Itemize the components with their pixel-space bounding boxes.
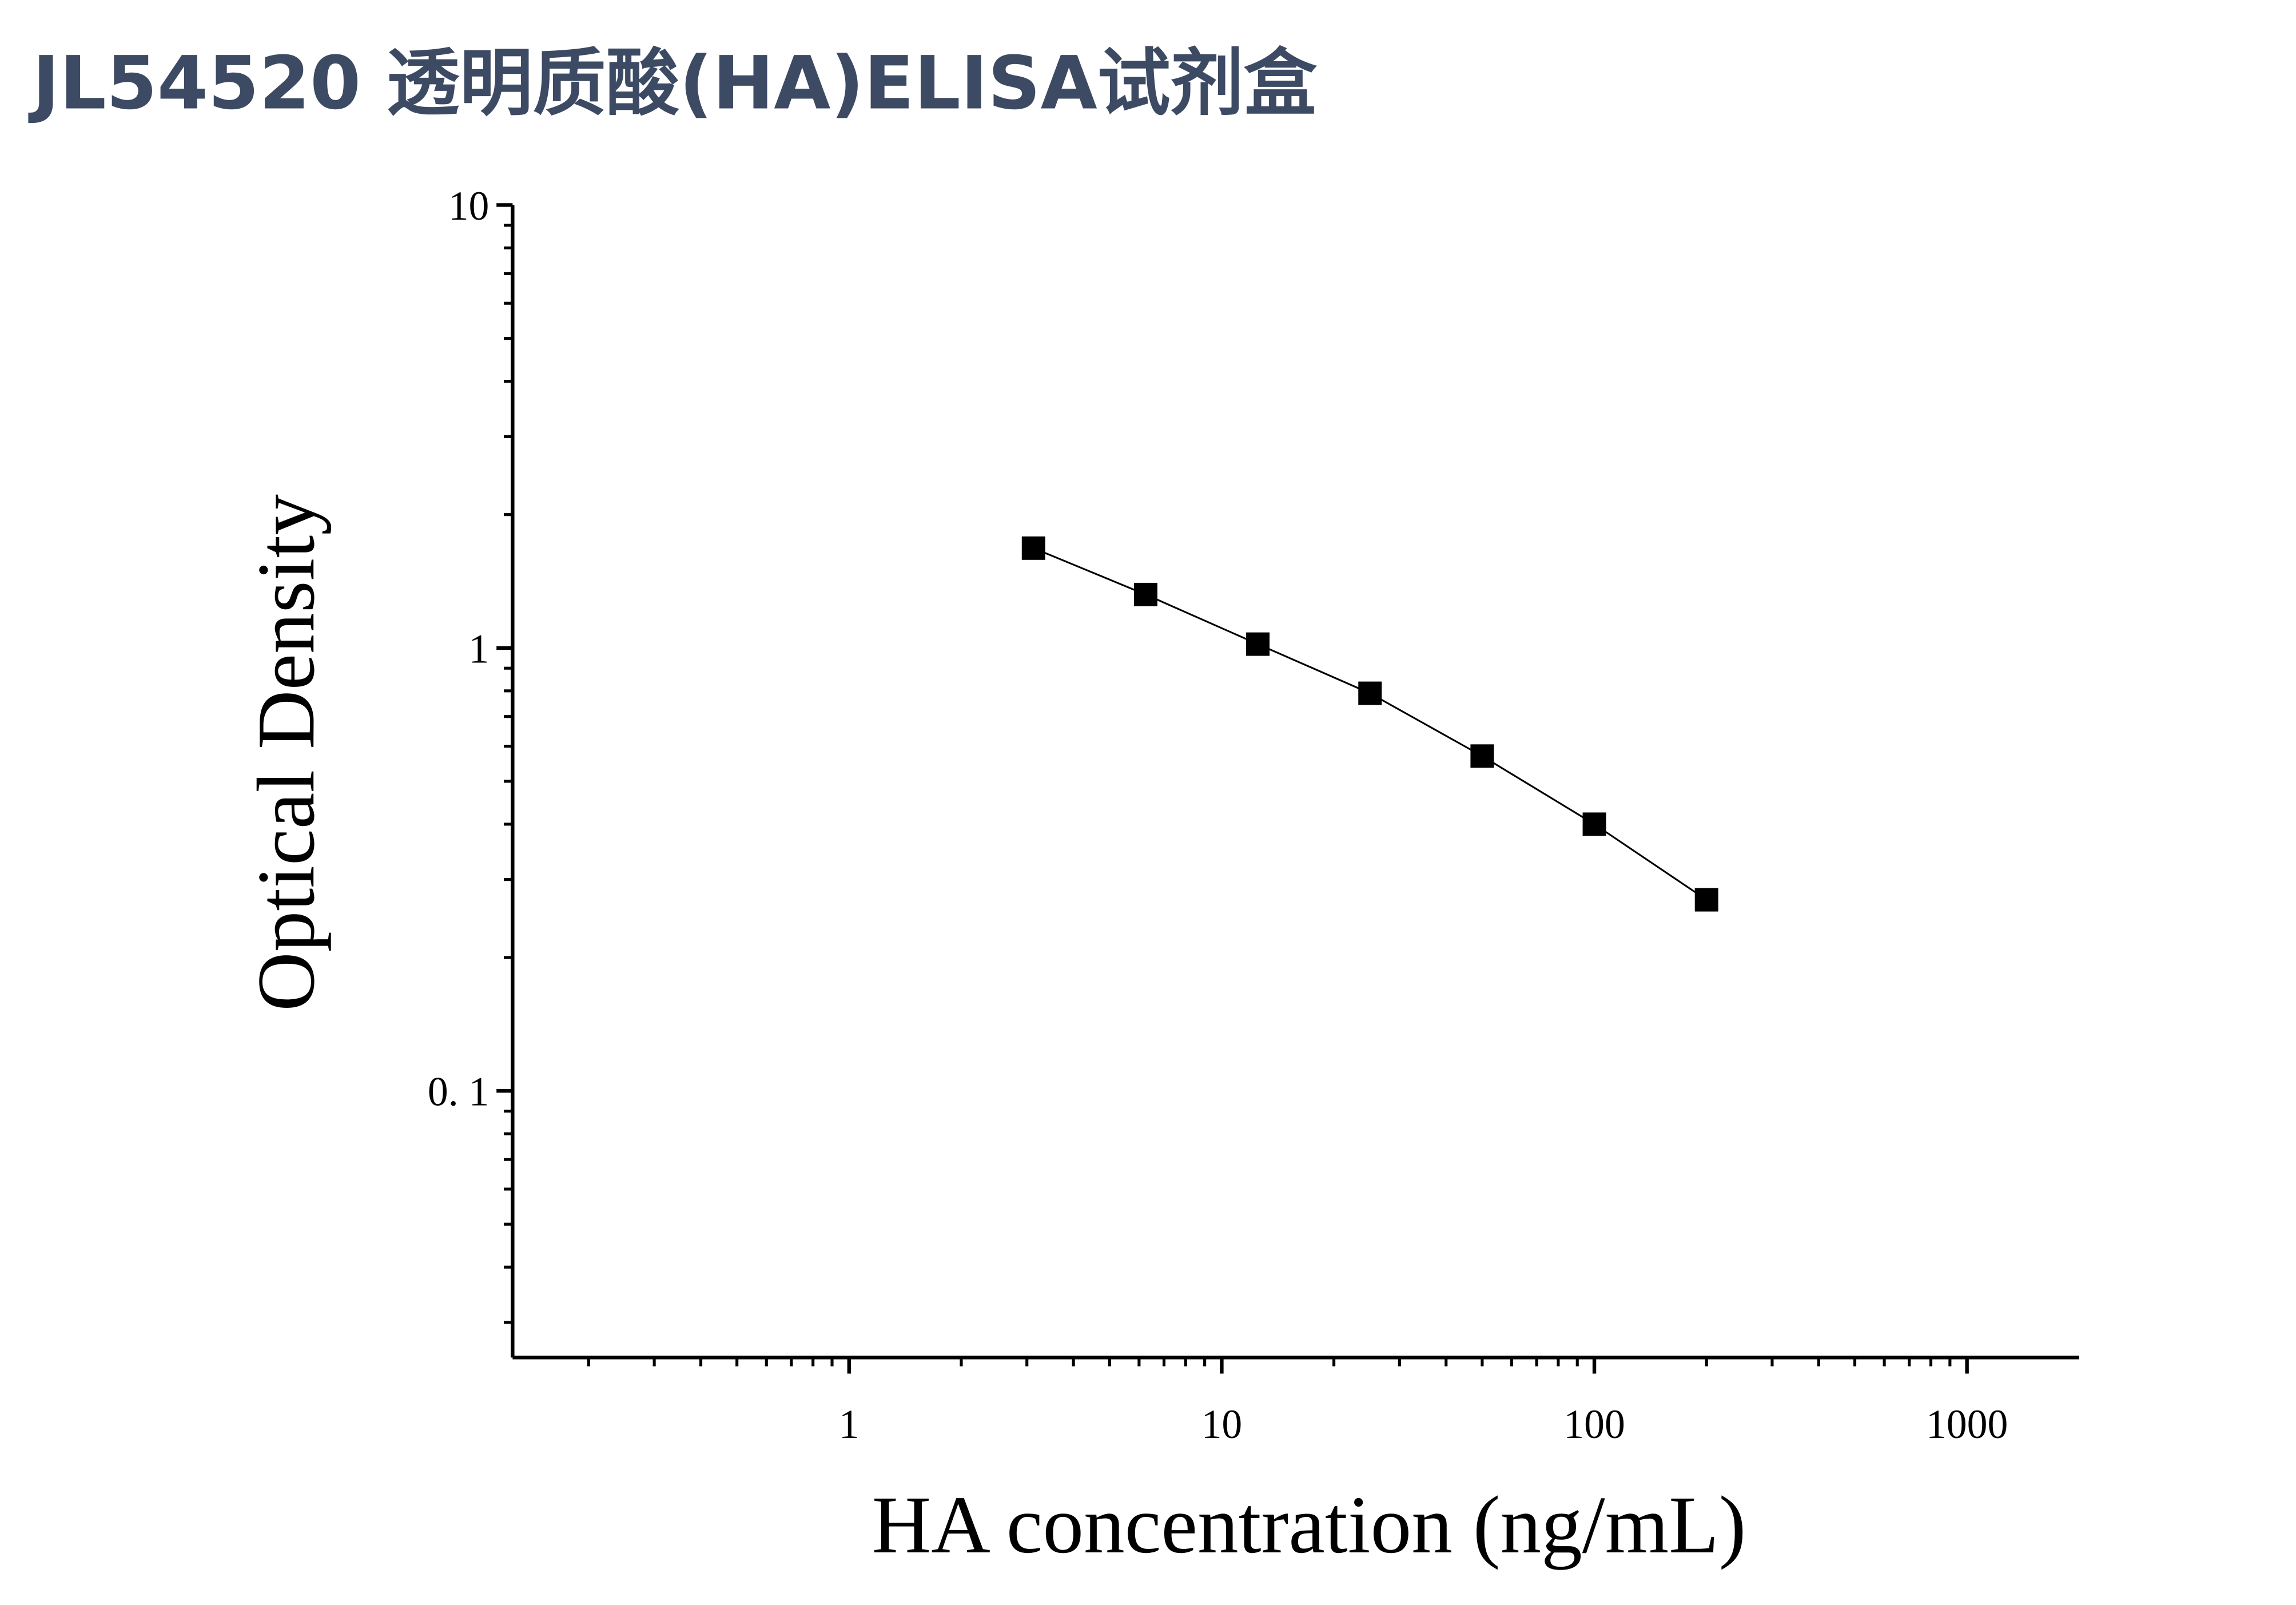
point bbox=[1133, 582, 1157, 606]
point bbox=[1246, 632, 1270, 656]
y-tick-label: 0. 1 bbox=[428, 1069, 490, 1115]
x-tick-label: 1 bbox=[839, 1401, 859, 1447]
x-axis-label: HA concentration (ng/mL) bbox=[872, 1480, 1746, 1571]
point bbox=[1470, 744, 1494, 768]
point bbox=[1021, 536, 1045, 560]
point bbox=[1582, 812, 1606, 836]
x-tick-label: 100 bbox=[1563, 1401, 1625, 1447]
chart-title: JL54520 透明质酸(HA)ELISA试剂盒 bbox=[28, 41, 1318, 126]
point bbox=[1358, 681, 1382, 705]
point bbox=[1694, 888, 1718, 912]
y-tick-label: 1 bbox=[469, 626, 490, 672]
y-tick-label: 10 bbox=[448, 183, 490, 229]
y-axis-label: Optical Density bbox=[241, 494, 332, 1011]
x-tick-label: 1000 bbox=[1926, 1401, 2008, 1447]
x-tick-label: 10 bbox=[1201, 1401, 1243, 1447]
